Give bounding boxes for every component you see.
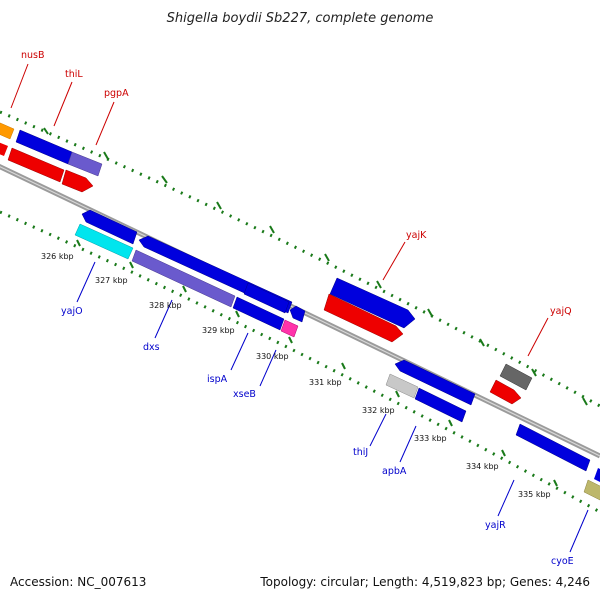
reverse-features — [74, 209, 600, 501]
gene-label-pgpA: pgpA — [104, 88, 129, 99]
forward-leaders — [10, 63, 549, 357]
cds-yajK[interactable] — [329, 277, 416, 329]
cds-xseB[interactable] — [280, 319, 299, 338]
gene-label-ispA: ispA — [207, 374, 228, 385]
cds-nusB[interactable] — [0, 122, 15, 140]
cds-small-blue[interactable] — [289, 305, 306, 323]
cds-cyoE[interactable] — [583, 479, 600, 501]
gene-label-xseB: xseB — [233, 389, 256, 400]
gene-label-yajR: yajR — [485, 520, 506, 531]
cds-pgpA-upper[interactable] — [7, 147, 65, 183]
forward-features — [0, 122, 533, 405]
cds-nusB-red[interactable] — [0, 142, 8, 156]
position-label: 334 kbp — [466, 462, 499, 471]
position-label: 330 kbp — [256, 352, 289, 361]
cds-yajO[interactable] — [74, 223, 134, 260]
reverse-leaders — [76, 261, 589, 553]
position-label: 327 kbp — [95, 276, 128, 285]
position-label: 335 kbp — [518, 490, 551, 499]
cds-cyoE-blue[interactable] — [594, 468, 600, 482]
cds-upper-blue-a[interactable] — [81, 209, 138, 245]
gene-label-nusB: nusB — [21, 50, 45, 61]
inner-major-ticks — [76, 239, 558, 487]
gene-label-yajQ: yajQ — [550, 306, 572, 317]
position-label: 328 kbp — [149, 301, 182, 310]
outer-tick-ring — [0, 110, 600, 408]
position-label: 332 kbp — [362, 406, 395, 415]
gene-label-thiL: thiL — [65, 69, 83, 80]
gene-label-yajO: yajO — [61, 306, 83, 317]
position-label: 331 kbp — [309, 378, 342, 387]
cds-yajR[interactable] — [515, 423, 591, 472]
cds-yajQ-gray[interactable] — [499, 363, 533, 391]
cds-apbA[interactable] — [414, 387, 467, 423]
gene-label-dxs: dxs — [143, 342, 160, 353]
gene-label-cyoE: cyoE — [551, 556, 574, 567]
cds-ispA[interactable] — [232, 296, 285, 331]
gene-label-apbA: apbA — [382, 466, 407, 477]
position-label: 326 kbp — [41, 252, 74, 261]
cds-pgpA[interactable] — [61, 169, 94, 193]
cds-dxs[interactable] — [131, 249, 236, 308]
cds-yajQ[interactable] — [489, 379, 522, 405]
position-label: 329 kbp — [202, 326, 235, 335]
position-label: 333 kbp — [414, 434, 447, 443]
gene-label-thiJ: thiJ — [353, 447, 368, 458]
map-title: Shigella boydii Sb227, complete genome — [167, 11, 434, 26]
summary-text: Topology: circular; Length: 4,519,823 bp… — [259, 575, 590, 589]
cds-thiL-light[interactable] — [67, 151, 103, 177]
outer-major-ticks — [43, 127, 588, 406]
cds-thiJ[interactable] — [385, 373, 419, 399]
gene-label-yajK: yajK — [406, 230, 427, 241]
cds-mid-blue[interactable] — [243, 282, 290, 314]
cds-thiJ-blue-upper[interactable] — [394, 359, 476, 406]
accession-text: Accession: NC_007613 — [10, 575, 146, 589]
cds-yajK-red[interactable] — [323, 293, 404, 343]
inner-tick-ring — [0, 210, 600, 514]
